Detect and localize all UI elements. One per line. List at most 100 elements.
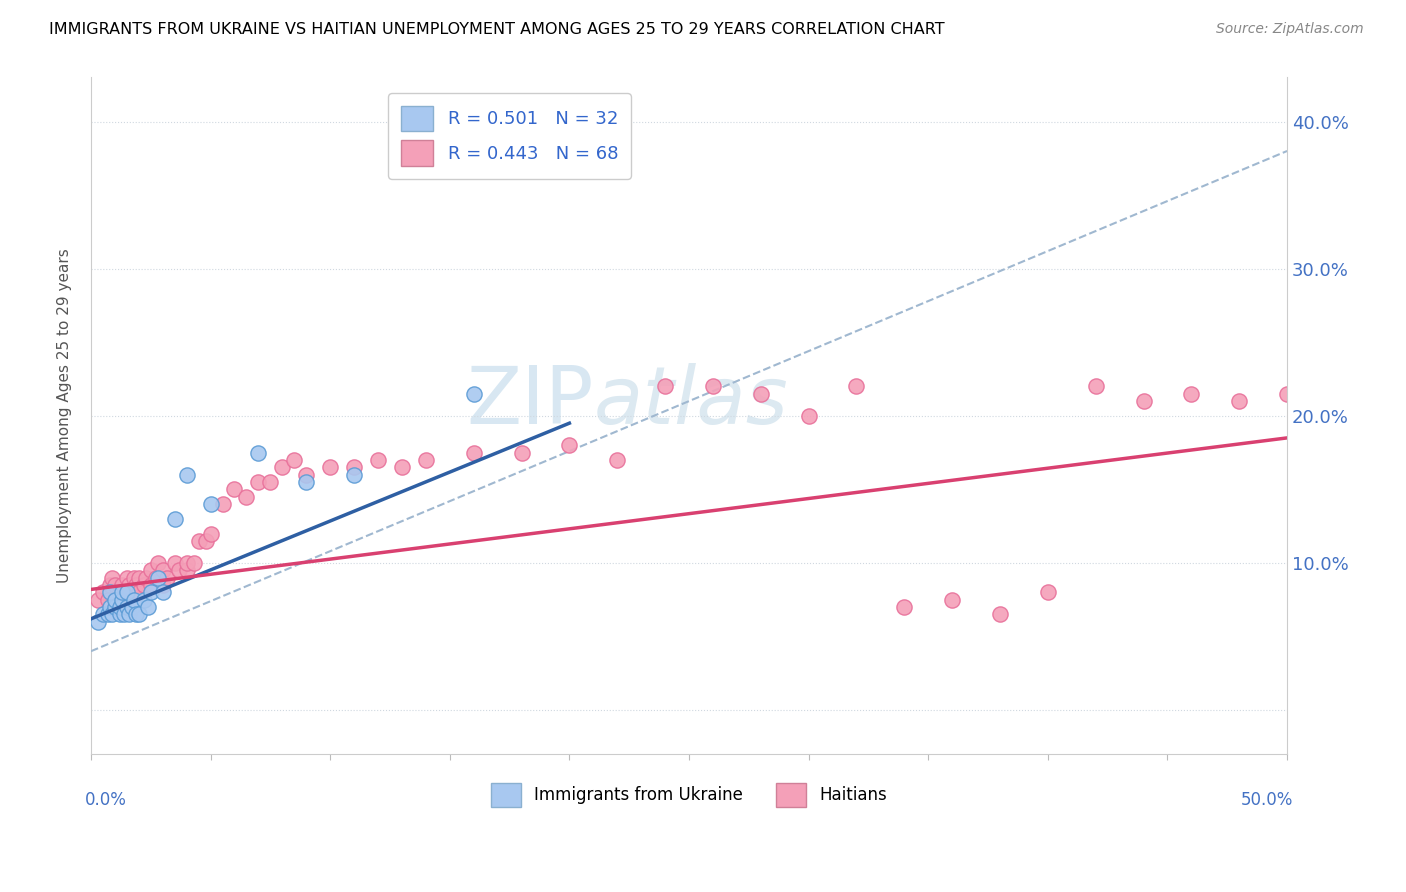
Point — [97, 592, 120, 607]
Point — [152, 585, 174, 599]
Point — [463, 445, 485, 459]
Point — [115, 585, 138, 599]
Point — [104, 600, 127, 615]
Point — [1132, 394, 1154, 409]
Point — [702, 379, 724, 393]
Point — [1227, 394, 1250, 409]
Point — [152, 578, 174, 592]
Text: 0.0%: 0.0% — [84, 791, 127, 809]
Point — [169, 563, 191, 577]
Point — [97, 607, 120, 622]
Point — [146, 556, 169, 570]
Point — [271, 460, 294, 475]
Point — [111, 585, 134, 599]
Point — [163, 512, 186, 526]
Point — [139, 563, 162, 577]
Point — [108, 585, 131, 599]
Point — [115, 600, 138, 615]
Point — [1036, 585, 1059, 599]
Point — [121, 592, 143, 607]
Point — [87, 592, 110, 607]
Point — [146, 571, 169, 585]
Point — [115, 585, 138, 599]
Point — [125, 578, 148, 592]
Point — [295, 467, 318, 482]
Point — [415, 453, 437, 467]
Point — [367, 453, 389, 467]
Point — [749, 386, 772, 401]
Text: atlas: atlas — [593, 363, 789, 442]
Point — [152, 563, 174, 577]
Point — [118, 578, 141, 592]
Point — [122, 571, 145, 585]
Point — [132, 592, 155, 607]
Point — [176, 563, 198, 577]
Point — [259, 475, 281, 489]
Point — [91, 585, 114, 599]
Point — [101, 607, 124, 622]
Point — [98, 600, 121, 615]
Point — [101, 571, 124, 585]
Point — [111, 578, 134, 592]
Point — [235, 490, 257, 504]
Point — [797, 409, 820, 423]
Point — [200, 497, 222, 511]
Point — [98, 578, 121, 592]
Text: ZIP: ZIP — [465, 363, 593, 442]
Text: IMMIGRANTS FROM UKRAINE VS HAITIAN UNEMPLOYMENT AMONG AGES 25 TO 29 YEARS CORREL: IMMIGRANTS FROM UKRAINE VS HAITIAN UNEMP… — [49, 22, 945, 37]
Point — [104, 592, 127, 607]
Point — [112, 607, 135, 622]
Point — [128, 571, 150, 585]
Point — [108, 600, 131, 615]
Legend: Immigrants from Ukraine, Haitians: Immigrants from Ukraine, Haitians — [484, 777, 894, 814]
Point — [1371, 424, 1393, 438]
Point — [128, 585, 150, 599]
Point — [845, 379, 868, 393]
Point — [510, 445, 533, 459]
Point — [558, 438, 581, 452]
Point — [224, 483, 246, 497]
Point — [145, 571, 167, 585]
Point — [463, 386, 485, 401]
Point — [319, 460, 342, 475]
Point — [112, 592, 135, 607]
Point — [1275, 386, 1298, 401]
Point — [163, 556, 186, 570]
Point — [1084, 379, 1107, 393]
Point — [176, 467, 198, 482]
Point — [1180, 386, 1202, 401]
Point — [139, 578, 162, 592]
Point — [138, 600, 160, 615]
Point — [654, 379, 676, 393]
Point — [211, 497, 233, 511]
Y-axis label: Unemployment Among Ages 25 to 29 years: Unemployment Among Ages 25 to 29 years — [58, 249, 72, 583]
Point — [200, 526, 222, 541]
Point — [194, 533, 217, 548]
Point — [122, 592, 145, 607]
Point — [115, 571, 138, 585]
Point — [121, 600, 143, 615]
Point — [128, 607, 150, 622]
Point — [87, 615, 110, 629]
Point — [132, 578, 155, 592]
Point — [343, 460, 366, 475]
Point — [187, 533, 209, 548]
Point — [104, 592, 127, 607]
Point — [988, 607, 1011, 622]
Text: 50.0%: 50.0% — [1240, 791, 1294, 809]
Point — [893, 600, 915, 615]
Text: Source: ZipAtlas.com: Source: ZipAtlas.com — [1216, 22, 1364, 37]
Point — [283, 453, 305, 467]
Point — [295, 475, 318, 489]
Point — [91, 607, 114, 622]
Point — [391, 460, 413, 475]
Point — [247, 445, 270, 459]
Point — [98, 585, 121, 599]
Point — [156, 571, 179, 585]
Point — [139, 585, 162, 599]
Point — [606, 453, 628, 467]
Point — [1323, 394, 1346, 409]
Point — [247, 475, 270, 489]
Point — [111, 592, 134, 607]
Point — [941, 592, 963, 607]
